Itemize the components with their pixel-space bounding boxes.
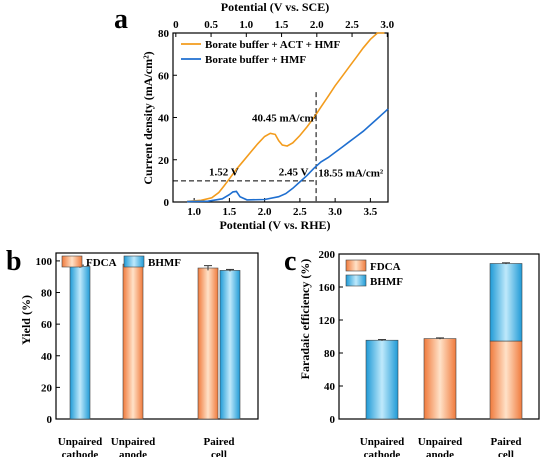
panel-c-bar-fdca: [489, 340, 523, 420]
panel-a-x-tick-label: 2.5: [293, 206, 307, 218]
panel-c-y-tick-label: 40: [324, 381, 336, 393]
panel-a-x-tick-label: 1.5: [223, 206, 237, 218]
panel-a-top-tick-label: 2.5: [345, 19, 359, 31]
panel-c: c Faradaic efficiency (%) 0 40 80 120 160 200…: [284, 246, 540, 457]
panel-b-y-tick-label: 40: [41, 351, 53, 363]
panel-b-y-tick-label: 60: [41, 319, 53, 331]
panel-a-top-tick-label: 0.5: [204, 19, 218, 31]
panel-b-legend-swatch: [123, 255, 145, 268]
panel-a-legend-label: Borate buffer + ACT + HMF: [205, 39, 341, 51]
panel-c-category-label: Unpaired: [360, 436, 404, 448]
panel-a: a Potential (V vs. SCE) Potential (V vs.…: [114, 0, 395, 232]
panel-b-legend: FDCA BHMF: [61, 255, 181, 269]
panel-a-y-tick-label: 0: [164, 197, 170, 209]
panel-a-x-axis-label: Potential (V vs. RHE): [219, 218, 330, 232]
panel-a-series-line-0: [187, 32, 385, 203]
panel-a-annotation: 1.52 V: [209, 167, 239, 179]
panel-a-series-line-1: [187, 108, 389, 203]
panel-b-category-label: anode: [119, 449, 147, 457]
panel-b-legend-label: FDCA: [86, 257, 117, 269]
panel-c-category-label: cathode: [364, 449, 401, 457]
panel-b-letter: b: [6, 246, 22, 277]
panel-b-category-label: cell: [211, 449, 227, 457]
panel-c-legend: FDCA BHMF: [345, 259, 403, 288]
panel-b-category-label: Unpaired: [58, 436, 102, 448]
panel-c-category-label: Paired: [491, 436, 522, 448]
panel-a-top-tick-label: 3.0: [380, 19, 394, 31]
panel-c-legend-swatch: [345, 274, 367, 287]
panel-a-top-axis-label: Potential (V vs. SCE): [221, 0, 329, 14]
panel-b-y-tick-label: 0: [47, 414, 53, 426]
panel-b-category-label: cathode: [62, 449, 99, 457]
panel-b-bar-bhmf: [69, 266, 91, 420]
panel-a-legend: Borate buffer + ACT + HMF Borate buffer +…: [181, 39, 341, 66]
panel-b-category-label: Unpaired: [111, 436, 155, 448]
panel-c-bars: [365, 262, 523, 420]
panel-a-annotation: 40.45 mA/cm²: [252, 113, 318, 125]
panel-c-category-label: cell: [498, 449, 514, 457]
panel-a-annotations: 1.52 V 2.45 V 40.45 mA/cm² 18.55 mA/cm²: [209, 113, 384, 180]
panel-c-y-tick-label: 160: [319, 282, 336, 294]
panel-a-x-tick-label: 3.0: [328, 206, 342, 218]
panel-b-frame: [55, 252, 259, 420]
panel-c-category-label: Unpaired: [418, 436, 462, 448]
panel-c-axes: 04080120160200UnpairedcathodeUnpairedano…: [319, 249, 540, 457]
panel-a-x-tick-label: 2.0: [258, 206, 272, 218]
panel-a-y-tick-label: 80: [158, 28, 170, 40]
panel-a-letter: a: [114, 4, 128, 35]
panel-b-y-tick-label: 100: [36, 256, 53, 268]
panel-a-x-tick-label: 1.0: [187, 206, 201, 218]
panel-b-y-tick-label: 20: [41, 382, 53, 394]
panel-a-lines: [173, 32, 389, 203]
panel-c-letter: c: [284, 246, 296, 277]
panel-b: b Yield (%) 020406080100UnpairedcathodeU…: [6, 246, 259, 457]
panel-b-axes: 020406080100UnpairedcathodeUnpairedanode…: [36, 252, 259, 457]
panel-a-annotation: 18.55 mA/cm²: [318, 168, 384, 180]
panel-c-y-tick-label: 80: [324, 348, 336, 360]
panel-b-bar-bhmf: [219, 270, 241, 420]
panel-c-y-tick-label: 200: [319, 249, 336, 261]
panel-b-y-axis-label: Yield (%): [19, 295, 33, 345]
panel-a-legend-label: Borate buffer + HMF: [205, 54, 306, 66]
panel-c-category-label: anode: [426, 449, 454, 457]
panel-b-legend-swatch: [61, 255, 83, 268]
panel-a-y-tick-label: 60: [158, 70, 170, 82]
panel-a-annotation: 2.45 V: [279, 167, 309, 179]
panel-c-bar-bhmf: [489, 263, 523, 342]
panel-b-category-label: Paired: [204, 436, 235, 448]
panel-c-y-tick-label: 120: [319, 315, 336, 327]
panel-c-y-axis-label: Faradaic efficiency (%): [298, 259, 312, 380]
panel-b-legend-label: BHMF: [148, 257, 181, 269]
panel-c-bar-bhmf: [365, 339, 399, 420]
panel-c-legend-swatch: [345, 259, 367, 272]
panel-c-bar-fdca: [423, 338, 457, 420]
panel-c-legend-label: BHMF: [370, 276, 403, 288]
panel-a-y-tick-label: 20: [158, 155, 170, 167]
panel-b-bar-fdca: [197, 267, 219, 420]
panel-a-top-tick-label: 1.5: [275, 19, 289, 31]
panel-c-y-tick-label: 0: [330, 414, 336, 426]
panel-b-bars: [69, 262, 241, 420]
panel-a-top-tick-label: 2.0: [310, 19, 324, 31]
panel-a-top-tick-label: 1.0: [239, 19, 253, 31]
panel-a-y-tick-label: 40: [158, 113, 170, 125]
panel-b-y-tick-label: 80: [41, 288, 53, 300]
panel-b-bar-fdca: [122, 263, 144, 420]
panel-a-x-tick-label: 3.5: [364, 206, 378, 218]
panel-a-top-tick-label: 0: [173, 19, 179, 31]
panel-a-y-axis-label: Current density (mA/cm²): [141, 51, 155, 184]
panel-c-legend-label: FDCA: [370, 261, 401, 273]
